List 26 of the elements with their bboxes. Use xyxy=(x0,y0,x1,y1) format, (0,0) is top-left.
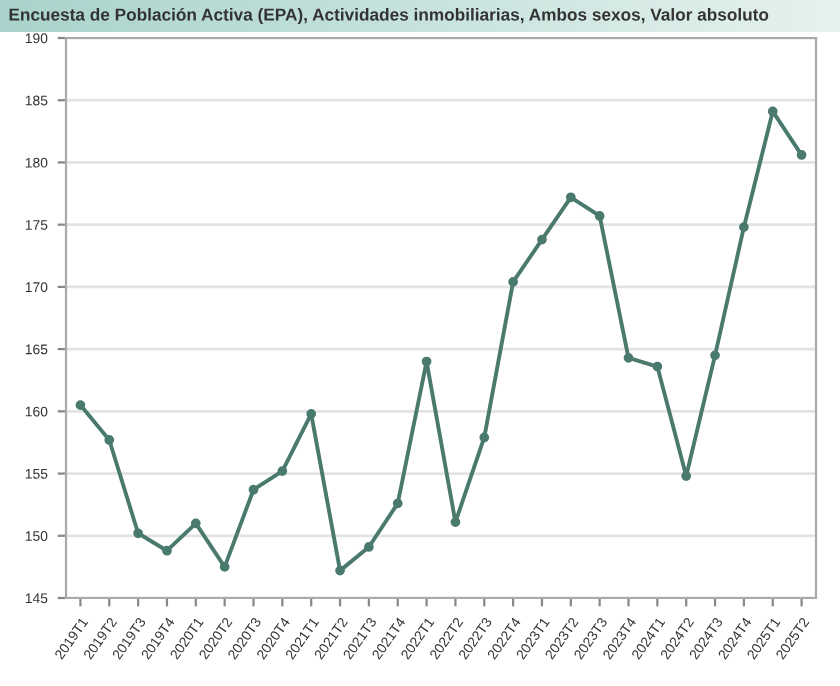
point xyxy=(190,518,201,529)
point xyxy=(594,211,605,221)
point xyxy=(133,528,143,539)
point xyxy=(335,565,345,576)
chart-title: Encuesta de Población Activa (EPA), Actividades inmobiliarias, Ambos sexos, Valor absoluto xyxy=(9,7,769,25)
point xyxy=(277,466,288,476)
point xyxy=(421,356,432,367)
point xyxy=(248,484,259,495)
point xyxy=(681,471,692,481)
point xyxy=(652,361,663,372)
point xyxy=(364,542,374,552)
point xyxy=(306,408,317,419)
point xyxy=(739,222,749,233)
point xyxy=(392,498,403,509)
point xyxy=(162,545,172,556)
point xyxy=(565,192,576,203)
point xyxy=(710,350,720,361)
point xyxy=(796,150,807,160)
point xyxy=(104,435,115,445)
point xyxy=(537,234,547,245)
point xyxy=(219,562,230,572)
point xyxy=(623,352,634,363)
point xyxy=(450,517,461,527)
point xyxy=(508,277,518,287)
point xyxy=(479,432,490,443)
point xyxy=(75,400,86,410)
